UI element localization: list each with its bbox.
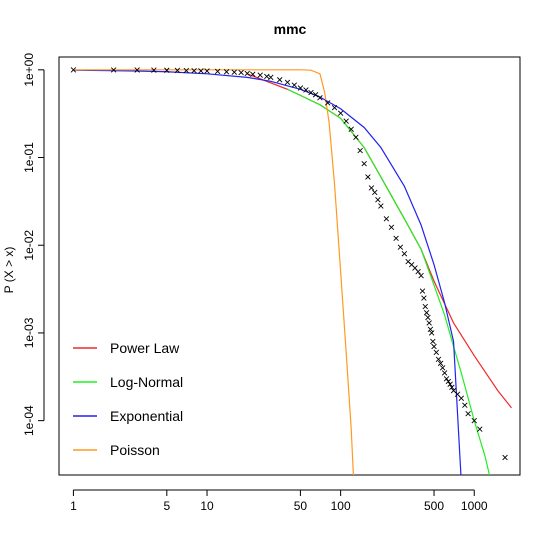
legend-label-log-normal: Log-Normal: [110, 374, 183, 390]
data-point: [384, 216, 389, 221]
data-point: [459, 396, 464, 401]
legend-label-exponential: Exponential: [110, 408, 183, 424]
data-point: [420, 289, 425, 294]
data-point: [427, 321, 432, 326]
data-point: [426, 315, 431, 320]
data-point: [444, 376, 449, 381]
legend: Power Law Log-Normal Exponential Poisson: [73, 340, 183, 458]
y-tick-label: 1e-03: [22, 317, 36, 348]
data-point: [366, 175, 371, 180]
data-point: [277, 77, 282, 82]
data-point: [353, 135, 358, 140]
data-point: [285, 80, 290, 85]
y-tick-label: 1e-01: [22, 142, 36, 173]
y-tick-label: 1e-02: [22, 230, 36, 261]
x-axis: 1 5 10 50 100 500 1000: [70, 490, 488, 513]
data-point: [402, 251, 407, 256]
data-point: [477, 427, 482, 432]
data-point: [268, 75, 273, 80]
data-point: [419, 273, 424, 278]
x-tick-label: 1000: [461, 499, 488, 513]
data-point: [440, 365, 445, 370]
data-point: [394, 236, 399, 241]
data-point: [258, 73, 263, 78]
x-tick-label: 10: [200, 499, 214, 513]
data-point: [344, 119, 349, 124]
data-point: [503, 455, 508, 460]
data-point: [434, 350, 439, 355]
data-point: [428, 327, 433, 332]
data-point: [369, 186, 374, 191]
data-point: [430, 339, 435, 344]
data-point: [192, 68, 197, 73]
data-point: [338, 111, 343, 116]
y-axis-label: P (X > x): [2, 247, 16, 294]
series-line-power-law: [247, 74, 511, 408]
y-tick-label: 1e+00: [22, 53, 36, 87]
data-point: [429, 331, 434, 336]
data-point: [416, 269, 421, 274]
data-point: [245, 71, 250, 76]
data-point: [378, 204, 383, 209]
data-point: [423, 304, 428, 309]
legend-label-poisson: Poisson: [110, 442, 160, 458]
data-point: [446, 379, 451, 384]
x-tick-label: 500: [424, 499, 444, 513]
data-point: [358, 148, 363, 153]
data-point: [264, 74, 269, 79]
data-point: [199, 68, 204, 73]
y-tick-label: 1e-04: [22, 405, 36, 436]
chart-title: mmc: [274, 21, 307, 37]
x-tick-label: 100: [331, 499, 351, 513]
data-point: [372, 190, 377, 195]
x-tick-label: 1: [70, 499, 77, 513]
x-tick-label: 50: [294, 499, 308, 513]
data-point: [389, 225, 394, 230]
y-axis: 1e+00 1e-01 1e-02 1e-03 1e-04: [22, 53, 44, 436]
data-point: [462, 403, 467, 408]
data-point: [232, 70, 237, 75]
data-point: [466, 411, 471, 416]
legend-label-power-law: Power Law: [110, 340, 180, 356]
data-point: [422, 296, 427, 301]
data-point: [375, 197, 380, 202]
data-point: [332, 105, 337, 110]
data-point: [292, 83, 297, 88]
data-point: [362, 161, 367, 166]
series-line-log-normal: [287, 89, 493, 493]
data-point: [424, 310, 429, 315]
data-point: [398, 245, 403, 250]
data-point: [239, 70, 244, 75]
data-point: [442, 371, 447, 376]
x-tick-label: 5: [163, 499, 170, 513]
data-point: [432, 344, 437, 349]
